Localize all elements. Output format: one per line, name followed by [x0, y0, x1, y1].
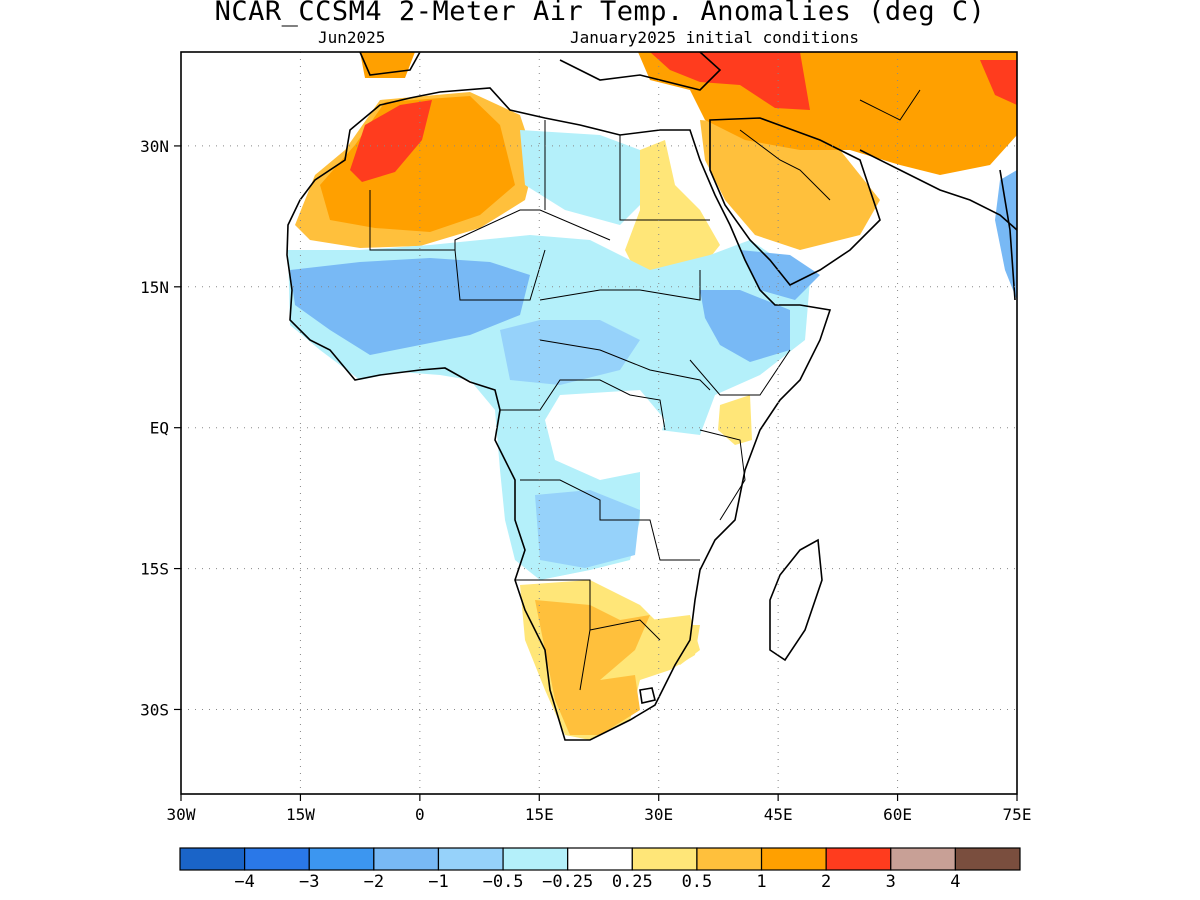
colorbar-swatch — [179, 847, 246, 871]
anomaly-kenya — [718, 395, 752, 445]
colorbar-swatch — [244, 847, 310, 871]
lat-tick-label: 15S — [140, 560, 169, 579]
colorbar-swatch — [954, 847, 1021, 871]
colorbar-label: 1 — [756, 872, 766, 892]
anomaly-west-africa — [290, 258, 530, 355]
africa-coastline — [286, 87, 832, 741]
gridlines — [181, 52, 1017, 794]
colorbar-swatch — [760, 847, 827, 871]
border-middle-east — [739, 89, 921, 201]
lon-tick-label: 75E — [1003, 805, 1032, 824]
colorbar-label: −0.25 — [542, 872, 593, 892]
mediterranean-north-coast — [559, 52, 722, 91]
border-tanzania — [699, 429, 746, 521]
colorbar-label: −1 — [428, 872, 448, 892]
country-borders — [369, 89, 921, 691]
anomaly-yemen — [740, 250, 820, 300]
initial-conditions: January2025 initial conditions — [570, 28, 859, 47]
lon-tick-label: 30W — [167, 805, 196, 824]
colorbar-swatch — [373, 847, 440, 871]
india-coast — [999, 169, 1016, 301]
border-horn — [689, 349, 791, 396]
colorbar-label: −3 — [299, 872, 319, 892]
lat-tick-label: EQ — [150, 419, 169, 438]
colorbar-label: −2 — [364, 872, 384, 892]
anomaly-angola — [535, 490, 640, 568]
lat-tick-label: 30N — [140, 137, 169, 156]
lon-tick-label: 45E — [764, 805, 793, 824]
colorbar-swatch — [502, 847, 569, 871]
anomaly-iberia — [360, 52, 415, 78]
colorbar-swatch — [437, 847, 504, 871]
colorbar-label: 3 — [886, 872, 896, 892]
colorbar: −4 −3 −2 −1 −0.5 −0.25 0.25 0.5 1 2 3 4 — [179, 847, 1021, 892]
colorbar-swatch — [890, 847, 956, 871]
forecast-month: Jun2025 — [318, 28, 386, 47]
colorbar-swatch — [825, 847, 892, 871]
anomaly-shading — [288, 52, 1017, 740]
colorbar-label: 4 — [950, 872, 960, 892]
border-namibia — [515, 579, 661, 691]
longitude-labels: 30W 15W 0 15E 30E 45E 60E 75E — [167, 805, 1032, 824]
anomaly-sudan — [625, 140, 720, 280]
anomaly-namibia-sa — [535, 600, 650, 735]
anomaly-morocco — [350, 100, 432, 182]
lesotho-outline — [639, 687, 656, 704]
anomaly-central — [500, 320, 640, 385]
lat-tick-label: 15N — [140, 278, 169, 297]
colorbar-label: 0.25 — [612, 872, 653, 892]
coastlines — [286, 52, 1017, 741]
border-niger — [454, 249, 546, 301]
border-central-africa — [539, 339, 711, 391]
anomaly-arabia — [700, 120, 880, 250]
map-title: NCAR_CCSM4 2-Meter Air Temp. Anomalies (… — [214, 0, 986, 27]
border-chad-sudan — [539, 270, 701, 301]
anomaly-congo-neutral — [545, 390, 665, 480]
colorbar-label: 2 — [821, 872, 831, 892]
anomaly-turkey — [650, 52, 810, 110]
colorbar-label: −4 — [234, 872, 254, 892]
lon-tick-label: 0 — [415, 805, 425, 824]
anomaly-india-edge — [995, 170, 1017, 300]
axis-ticks — [174, 145, 1018, 801]
colorbar-swatch — [567, 847, 633, 871]
latitude-labels: 30N 15N EQ 15S 30S — [140, 137, 169, 720]
lon-tick-label: 30E — [644, 805, 673, 824]
border-sahara — [369, 190, 611, 251]
lon-tick-label: 15W — [286, 805, 315, 824]
iberia-coast — [359, 52, 421, 76]
iran-coast — [859, 149, 1017, 231]
arabia-coastline — [709, 117, 881, 287]
anomaly-mozambique — [650, 615, 700, 665]
madagascar-coastline — [769, 538, 823, 662]
colorbar-label: 0.5 — [682, 872, 713, 892]
lon-tick-label: 15E — [525, 805, 554, 824]
border-libya-egypt — [544, 120, 710, 221]
lat-tick-label: 30S — [140, 700, 169, 719]
border-angola — [520, 479, 700, 561]
colorbar-swatch — [696, 847, 763, 871]
colorbar-swatch — [308, 847, 375, 871]
anomaly-ethiopia — [700, 290, 790, 362]
colorbar-label: −0.5 — [483, 872, 524, 892]
border-congo — [500, 379, 666, 431]
lon-tick-label: 60E — [883, 805, 912, 824]
anomaly-egypt — [520, 130, 645, 225]
anomaly-central-asia — [980, 60, 1017, 105]
map-frame — [180, 51, 1018, 795]
colorbar-swatch — [631, 847, 698, 871]
